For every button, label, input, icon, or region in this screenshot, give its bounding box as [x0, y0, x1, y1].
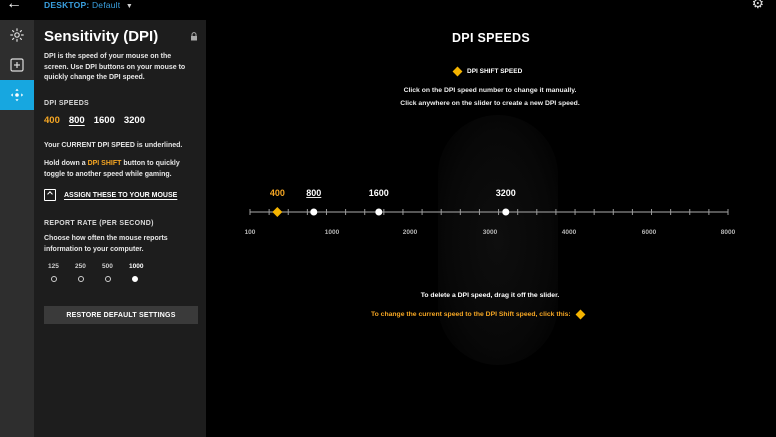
- feature-icon-bar: [0, 20, 34, 437]
- slider-stop-400[interactable]: [272, 207, 283, 217]
- report-rate-radio-500[interactable]: [105, 276, 132, 283]
- assign-icon: [44, 189, 56, 201]
- lighting-icon: [10, 28, 24, 42]
- dpi-main-area: DPI SPEEDS DPI SHIFT SPEED Click on the …: [206, 20, 776, 437]
- slider-stop-label-1600: 1600: [369, 188, 389, 198]
- dpi-shift-note-post: button to quickly toggle to another spee…: [44, 160, 180, 178]
- slider-axis-label: 1000: [325, 229, 340, 236]
- slider-axis-label: 8000: [721, 229, 736, 236]
- slider-axis-label: 3000: [483, 229, 498, 236]
- report-rate-label: REPORT RATE (PER SECOND): [44, 220, 154, 227]
- dpi-shift-note-pre: Hold down a: [44, 160, 88, 167]
- report-rate-options: 125 250 500 1000: [48, 263, 156, 270]
- dpi-shift-note: Hold down a DPI SHIFT button to quickly …: [44, 159, 194, 180]
- panel-description: DPI is the speed of your mouse on the sc…: [44, 53, 186, 81]
- slider-axis-label: 4000: [562, 229, 577, 236]
- gear-icon[interactable]: ⚙: [751, 0, 764, 11]
- back-arrow-icon[interactable]: ←: [6, 0, 22, 12]
- report-rate-description: Choose how often the mouse reports infor…: [44, 235, 168, 253]
- slider-axis-label: 100: [245, 229, 256, 236]
- slider-stop-label-800: 800: [306, 188, 321, 198]
- chevron-down-icon: ▼: [125, 3, 133, 10]
- instruction-manual: Click on the DPI speed number to change …: [403, 87, 577, 94]
- lock-icon: [191, 32, 197, 41]
- sensitivity-icon: [10, 88, 24, 102]
- shift-swap-hint: To change the current speed to the DPI S…: [371, 309, 586, 320]
- assign-label: ASSIGN THESE TO YOUR MOUSE: [64, 191, 178, 199]
- shift-swap-text: To change the current speed to the DPI S…: [371, 311, 571, 318]
- dpi-value-400[interactable]: 400: [44, 115, 60, 126]
- slider-axis-label: 2000: [403, 229, 418, 236]
- assignments-tab[interactable]: [0, 50, 34, 80]
- sensitivity-tab[interactable]: [0, 80, 34, 110]
- dpi-speed-list: 400 800 1600 3200: [44, 115, 145, 126]
- profile-value: Default: [91, 0, 121, 10]
- main-title: DPI SPEEDS: [451, 31, 531, 45]
- lighting-tab[interactable]: [0, 20, 34, 50]
- slider-stop-label-400: 400: [270, 188, 285, 198]
- dpi-speeds-label: DPI SPEEDS: [44, 100, 90, 107]
- report-rate-radio-250[interactable]: [78, 276, 105, 283]
- report-rate-radio-125[interactable]: [51, 276, 78, 283]
- dpi-shift-legend: DPI SHIFT SPEED: [452, 66, 523, 77]
- current-dpi-note: Your CURRENT DPI SPEED is underlined.: [44, 142, 183, 149]
- panel-title: Sensitivity (DPI): [44, 28, 159, 45]
- sensitivity-panel: Sensitivity (DPI) DPI is the speed of yo…: [34, 20, 206, 437]
- shift-swap-diamond-icon[interactable]: [575, 309, 586, 320]
- dpi-shift-highlight: DPI SHIFT: [87, 160, 122, 167]
- profile-selector[interactable]: DESKTOP: Default ▼: [44, 0, 133, 10]
- dpi-shift-diamond-icon: [452, 66, 463, 77]
- report-rate-500: 500: [102, 263, 113, 270]
- assignments-icon: [10, 58, 24, 72]
- slider-stop-800[interactable]: [310, 208, 318, 216]
- report-rate-radio-1000[interactable]: [132, 276, 159, 283]
- report-rate-1000: 1000: [129, 263, 144, 270]
- report-rate-radios: [51, 276, 159, 283]
- instruction-slider: Click anywhere on the slider to create a…: [400, 100, 580, 107]
- dpi-value-3200[interactable]: 3200: [123, 115, 145, 126]
- slider-axis-label: 6000: [642, 229, 657, 236]
- dpi-slider[interactable]: 100 1000 2000 3000 4000 6000 8000 400 800 1600 320…: [206, 180, 776, 260]
- slider-stop-1600[interactable]: [375, 208, 383, 216]
- restore-defaults-button[interactable]: RESTORE DEFAULT SETTINGS: [44, 306, 198, 324]
- top-bar: ← DESKTOP: Default ▼ ⚙: [0, 0, 776, 20]
- dpi-shift-legend-label: DPI SHIFT SPEED: [467, 68, 523, 75]
- slider-stop-3200[interactable]: [502, 208, 510, 216]
- report-rate-125: 125: [48, 263, 59, 270]
- profile-label: DESKTOP:: [44, 0, 90, 10]
- report-rate-250: 250: [75, 263, 86, 270]
- assign-to-mouse-link[interactable]: ASSIGN THESE TO YOUR MOUSE: [44, 189, 177, 201]
- dpi-value-800[interactable]: 800: [68, 115, 85, 126]
- dpi-value-1600[interactable]: 1600: [93, 115, 115, 126]
- delete-hint: To delete a DPI speed, drag it off the s…: [420, 292, 560, 299]
- mouse-silhouette: [438, 115, 558, 365]
- slider-stop-label-3200: 3200: [496, 188, 516, 198]
